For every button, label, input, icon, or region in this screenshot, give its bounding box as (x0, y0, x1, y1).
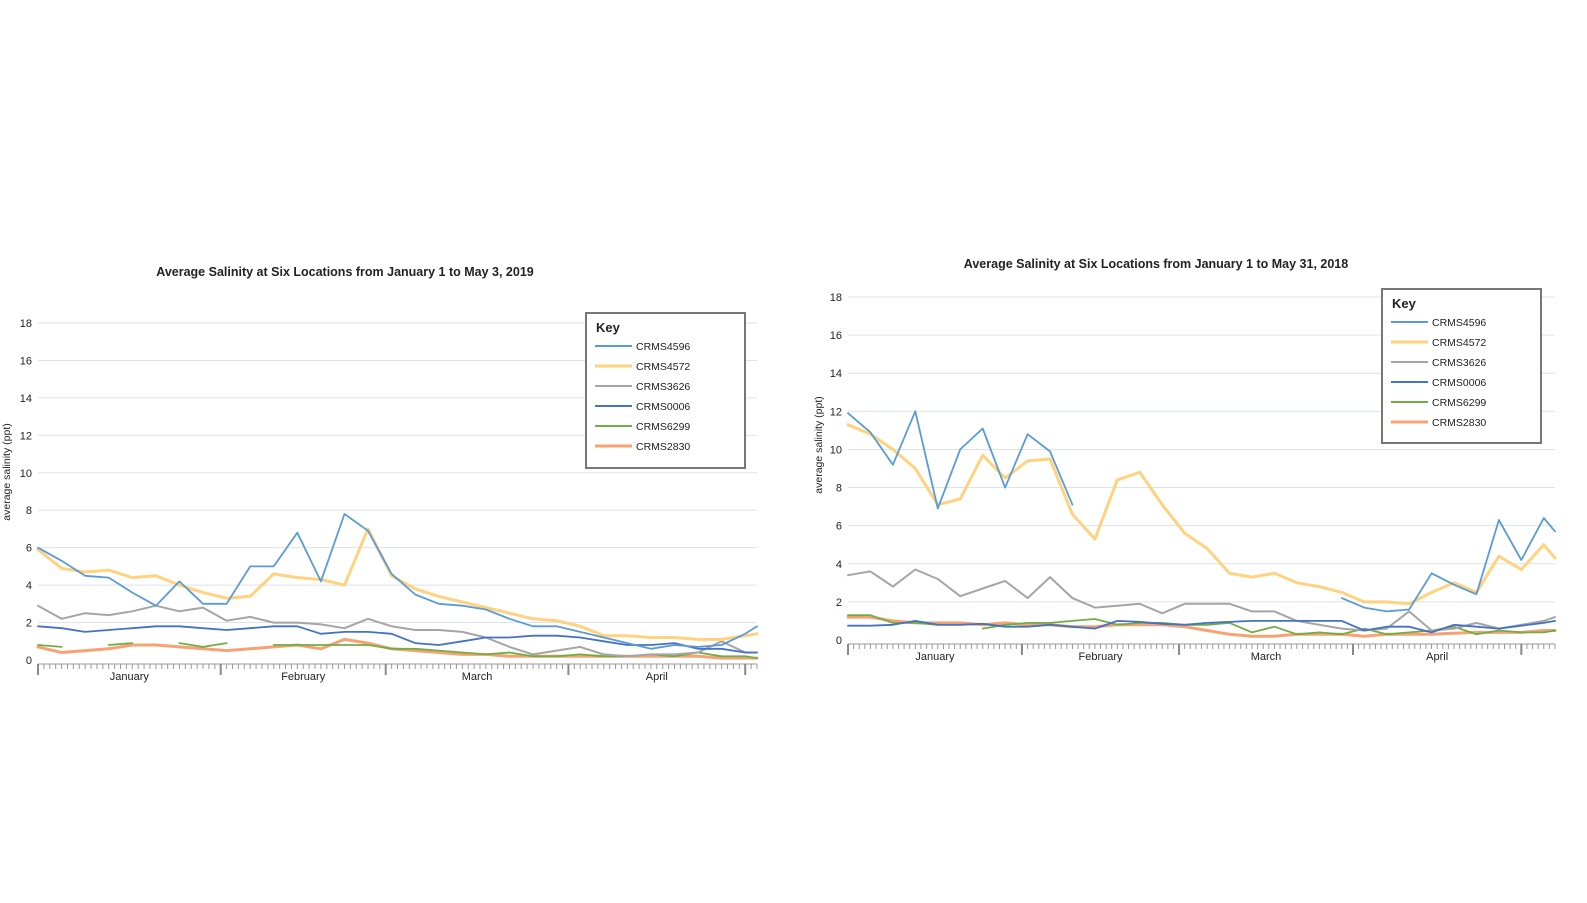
legend-label: CRMS6299 (1432, 397, 1486, 409)
y-tick-label: 4 (26, 580, 32, 592)
y-tick-label: 14 (830, 368, 842, 380)
legend-box (585, 312, 746, 469)
legend-label: CRMS2830 (636, 441, 690, 453)
series-line-CRMS3626 (847, 568, 1556, 632)
y-tick-label: 2 (836, 597, 842, 609)
y-tick-label: 16 (20, 355, 32, 367)
chart-title: Average Salinity at Six Locations from J… (156, 265, 534, 279)
series-line-CRMS4572 (846, 423, 1557, 606)
chart-title: Average Salinity at Six Locations from J… (964, 257, 1348, 271)
series-line-CRMS6299 (847, 614, 1556, 636)
x-tick-label: January (110, 671, 150, 683)
series-line-CRMS0006 (37, 625, 758, 654)
y-tick-label: 18 (20, 318, 32, 330)
y-tick-label: 10 (830, 444, 842, 456)
x-tick-label: March (462, 671, 493, 683)
series-line-CRMS4596 (847, 410, 1556, 613)
legend-label: CRMS6299 (636, 421, 690, 433)
series-line-CRMS2830 (846, 615, 1557, 638)
y-tick-label: 6 (836, 521, 842, 533)
series-line-CRMS4596 (37, 513, 758, 650)
x-tick-label: April (646, 671, 668, 683)
x-tick-label: February (1078, 651, 1123, 663)
x-tick-label: January (915, 651, 955, 663)
series-line-CRMS3626 (37, 604, 758, 658)
y-tick-label: 12 (20, 430, 32, 442)
y-tick-label: 10 (20, 468, 32, 480)
y-axis-label: average salinity (ppt) (1, 423, 13, 520)
legend-box (1381, 288, 1542, 444)
y-tick-label: 0 (26, 655, 32, 667)
y-tick-label: 16 (830, 330, 842, 342)
y-tick-label: 8 (836, 483, 842, 495)
legend-label: CRMS4596 (636, 341, 690, 353)
x-tick-label: February (281, 671, 326, 683)
legend-label: CRMS4572 (1432, 337, 1486, 349)
y-tick-label: 12 (830, 406, 842, 418)
series-line-CRMS6299 (37, 642, 758, 659)
y-tick-label: 4 (836, 559, 842, 571)
legend-label: CRMS3626 (636, 381, 690, 393)
chart-2: Average Salinity at Six Locations from J… (813, 257, 1557, 663)
legend: Key CRMS4596 CRMS4572 CRMS3626 CRMS0006 CRMS6… (585, 312, 746, 469)
y-tick-label: 18 (830, 292, 842, 304)
legend-title: Key (596, 320, 621, 335)
legend-title: Key (1392, 296, 1417, 311)
y-tick-label: 2 (26, 618, 32, 630)
y-tick-label: 6 (26, 543, 32, 555)
legend: Key CRMS4596 CRMS4572 CRMS3626 CRMS0006 CRMS6… (1381, 288, 1542, 444)
chart-1: Average Salinity at Six Locations from J… (1, 265, 759, 683)
x-tick-label: April (1426, 651, 1448, 663)
x-tick-label: March (1251, 651, 1282, 663)
y-tick-label: 0 (836, 635, 842, 647)
y-tick-label: 14 (20, 393, 32, 405)
y-tick-label: 8 (26, 505, 32, 517)
series-line-CRMS4572 (36, 527, 759, 641)
y-axis-label: average salinity (ppt) (813, 396, 825, 493)
series-line-CRMS0006 (847, 620, 1556, 634)
legend-label: CRMS0006 (1432, 377, 1486, 389)
legend-label: CRMS4572 (636, 361, 690, 373)
legend-label: CRMS2830 (1432, 417, 1486, 429)
legend-label: CRMS4596 (1432, 317, 1486, 329)
legend-label: CRMS3626 (1432, 357, 1486, 369)
legend-label: CRMS0006 (636, 401, 690, 413)
